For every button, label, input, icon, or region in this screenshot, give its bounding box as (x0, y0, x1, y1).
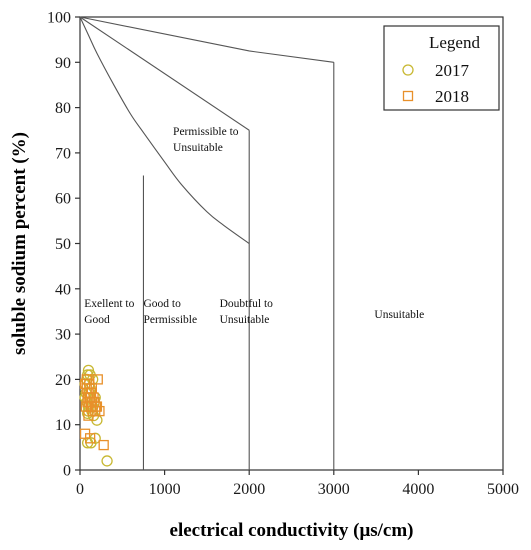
y-tick-label: 30 (55, 327, 71, 344)
y-tick-label: 100 (47, 10, 71, 27)
legend: Legend 2017 2018 (383, 25, 500, 111)
point-2018 (85, 387, 97, 399)
x-tick-label: 2000 (233, 481, 265, 498)
classification-boundaries (79, 16, 335, 470)
boundary-line_to_2000_top (79, 16, 250, 131)
y-tick-label: 70 (55, 145, 71, 162)
region-labels: Exellent to Good Good to Permissible Doubtfu… (84, 126, 424, 326)
legend-title: Legend (429, 33, 480, 52)
point-2017 (101, 455, 113, 467)
data-points (79, 364, 113, 467)
legend-label-2018: 2018 (435, 87, 469, 106)
legend-label-2017: 2017 (435, 61, 470, 80)
y-tick-label: 20 (55, 372, 71, 389)
point-2018 (85, 433, 96, 444)
y-tick-label: 0 (63, 463, 71, 480)
boundary-curve_to_2000 (79, 16, 250, 244)
y-tick-label: 90 (55, 55, 71, 72)
y-axis-label: soluble sodium percent (%) (9, 132, 30, 355)
region-label: Unsuitable (374, 309, 424, 321)
x-tick-label: 4000 (402, 481, 434, 498)
y-tick-label: 60 (55, 191, 71, 208)
x-tick-label: 0 (76, 481, 84, 498)
x-tick-label: 1000 (149, 481, 181, 498)
legend-marker-2017 (402, 64, 414, 76)
x-axis-label: electrical conductivity (μs/cm) (170, 520, 414, 541)
region-label: Doubtful to Unsuitable (220, 298, 274, 326)
legend-marker-2018 (402, 90, 414, 102)
y-tick-label: 50 (55, 236, 71, 253)
y-tick-label: 80 (55, 100, 71, 117)
point-2018 (90, 405, 101, 417)
x-tick-label: 5000 (487, 481, 519, 498)
y-tick-label: 10 (55, 417, 71, 434)
region-label: Good to Permissible (143, 298, 197, 326)
axes: 0 1000 2000 3000 4000 5000 0 10 20 30 40 50 60 70 80 90… (47, 10, 519, 499)
boundary-curve_to_3000 (79, 16, 334, 63)
y-tick-label: 40 (55, 281, 71, 298)
region-label: Permissible to Unsuitable (173, 126, 239, 154)
x-tick-label: 3000 (318, 481, 350, 498)
point-2018 (98, 439, 109, 451)
region-label: Exellent to Good (84, 298, 134, 326)
